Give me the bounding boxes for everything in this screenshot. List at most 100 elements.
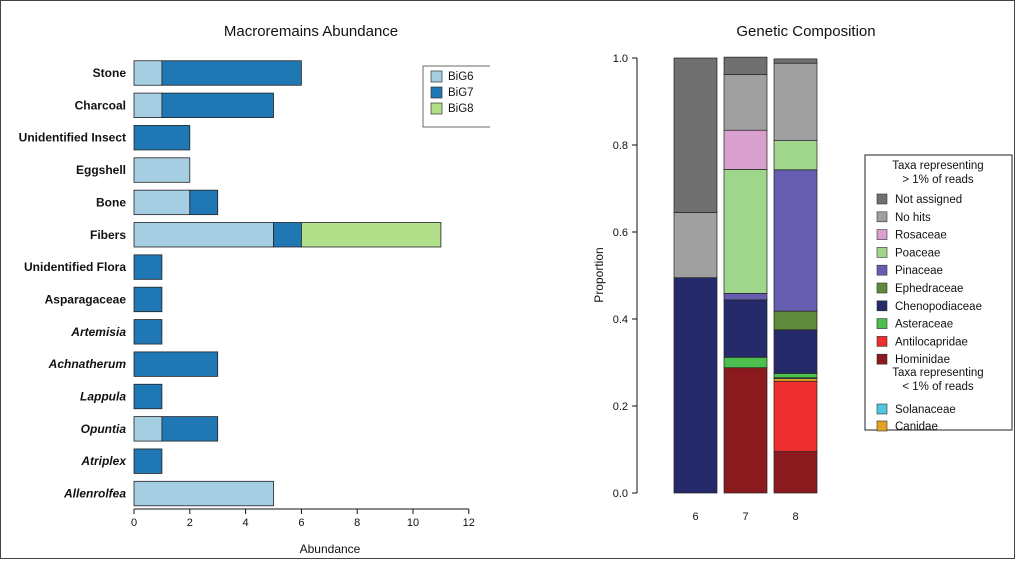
legend-entry: BiG7 [448, 87, 474, 99]
category-label: Bone [96, 195, 126, 209]
x-tick-label: 7 [742, 511, 748, 523]
legend-entry: Solanaceae [895, 404, 956, 416]
bar-segment [133, 351, 219, 377]
legend-swatch [430, 86, 443, 99]
legend-swatch [876, 318, 888, 329]
legend-entry: Rosaceae [895, 230, 947, 242]
category-label: Unidentified Insect [19, 131, 126, 145]
legend-swatch [876, 353, 888, 365]
legend-heading: Taxa representing [892, 367, 983, 379]
legend-swatch [876, 247, 888, 258]
bar-segment [723, 356, 768, 369]
x-tick-label: 0 [131, 517, 137, 529]
category-label: Achnatherum [48, 357, 127, 371]
bar-segment [673, 277, 718, 494]
bar-segment [723, 56, 768, 75]
bar-segment [773, 58, 818, 64]
category-label: Charcoal [75, 98, 126, 112]
chart1-legend: BiG6 BiG7 BiG8 [422, 65, 490, 128]
x-tick-label: 8 [792, 511, 798, 523]
genetic-chart: Genetic Composition Proportion 0.0 0.2 0.4… [592, 23, 1013, 523]
category-label: Asparagaceae [45, 292, 127, 306]
legend-entry: Chenopodiaceae [895, 301, 982, 313]
y-tick-label: 1.0 [613, 53, 628, 65]
x-tick-label: 12 [463, 517, 475, 529]
legend-swatch [876, 403, 888, 415]
bar-segment [133, 60, 163, 86]
bar-segment [773, 169, 818, 312]
bar-segment [773, 451, 818, 494]
bar-segment [161, 416, 219, 442]
x-tick-label: 4 [243, 517, 249, 529]
bar-segment [723, 299, 768, 358]
legend-entry: BiG8 [448, 103, 474, 115]
legend-swatch [430, 102, 443, 115]
legend-entry: Not assigned [895, 194, 962, 206]
legend-entry: Poaceae [895, 247, 940, 259]
y-tick-label: 0.2 [613, 401, 628, 413]
y-tick-label: 0.8 [613, 140, 628, 152]
bar-segment [773, 62, 818, 142]
bar-segment [673, 57, 718, 213]
bar-segment [773, 380, 818, 453]
bar-segment [773, 373, 818, 379]
x-tick-label: 2 [187, 517, 193, 529]
legend-entry: Ephedraceae [895, 283, 963, 295]
chart2-title: Genetic Composition [736, 23, 875, 40]
bar-segment [133, 157, 191, 183]
legend-swatch [876, 282, 888, 294]
category-label: Lappula [80, 390, 126, 404]
bar-segment [773, 310, 818, 331]
bar-segment [273, 222, 302, 248]
bar-segment [723, 292, 768, 301]
bar-segment [723, 129, 768, 170]
bar-segment [133, 480, 274, 507]
legend-entry: No hits [895, 212, 931, 224]
chart2-legend: Taxa representing > 1% of reads Not assign… [864, 154, 1013, 433]
bar-segment [133, 125, 191, 151]
legend-swatch [876, 420, 888, 432]
category-label: Stone [93, 66, 127, 80]
category-label: Unidentified Flora [24, 260, 126, 274]
category-label: Eggshell [76, 163, 126, 177]
bar-segment [773, 140, 818, 171]
bar-segment [133, 189, 191, 216]
legend-entry: Pinaceae [895, 265, 943, 277]
legend-swatch [876, 336, 888, 347]
legend-entry: Hominidae [895, 354, 950, 366]
legend-heading: Taxa representing [892, 160, 983, 172]
category-label: Artemisia [70, 325, 126, 339]
y-tick-label: 0.0 [613, 488, 628, 500]
bar-segment [161, 92, 274, 118]
legend-swatch [876, 229, 888, 240]
x-tick-label: 6 [298, 517, 304, 529]
legend-swatch [876, 300, 888, 312]
x-tick-label: 10 [407, 517, 419, 529]
bar-segment [189, 189, 219, 216]
bar-segment [723, 74, 768, 131]
bar-segment [300, 222, 442, 248]
category-label: Opuntia [81, 422, 127, 436]
legend-entry: Antilocapridae [895, 336, 968, 348]
legend-swatch [876, 264, 888, 276]
chart2-ylabel: Proportion [592, 247, 606, 302]
y-tick-label: 0.6 [613, 227, 628, 239]
bar-segment [673, 212, 718, 279]
category-label: Atriplex [80, 454, 127, 468]
bar-segment [161, 60, 302, 86]
legend-swatch [876, 211, 888, 223]
category-label: Allenrolfea [63, 487, 126, 501]
legend-swatch [876, 193, 888, 205]
y-tick-label: 0.4 [613, 314, 628, 326]
legend-heading: < 1% of reads [902, 381, 974, 393]
x-tick-label: 8 [354, 517, 360, 529]
x-tick-label: 6 [692, 511, 698, 523]
bar-segment [723, 367, 768, 494]
bar-segment [723, 169, 768, 294]
legend-swatch [430, 70, 443, 83]
bar-segment [133, 383, 163, 410]
legend-entry: BiG6 [448, 71, 474, 83]
bar-segment [133, 254, 163, 280]
chart1-xlabel: Abundance [300, 542, 361, 556]
